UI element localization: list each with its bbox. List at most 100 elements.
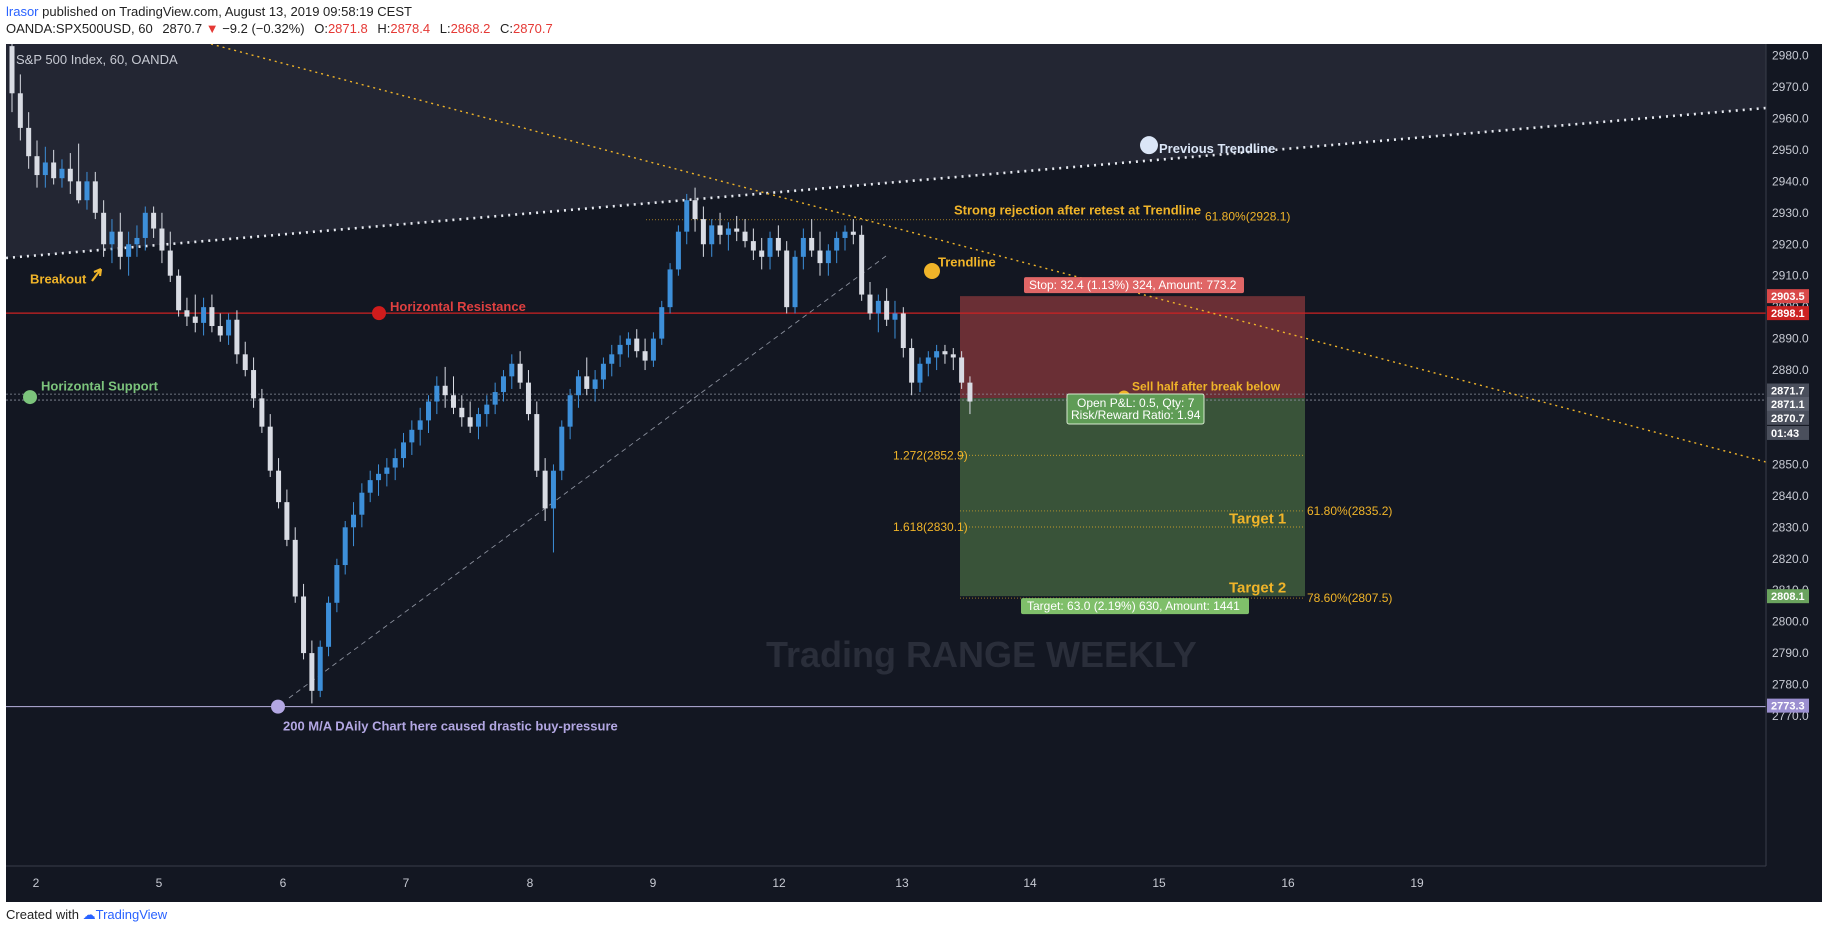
price-tag-box — [1767, 589, 1809, 604]
candle-body — [525, 382, 531, 415]
bullish-candle — [767, 231, 773, 270]
candle-body — [592, 379, 598, 389]
candle-body — [892, 313, 898, 320]
bearish-candle — [101, 200, 107, 257]
time-tick-label: 14 — [1023, 876, 1037, 890]
bearish-candle — [525, 370, 531, 421]
price-tick-label: 2950.0 — [1772, 143, 1809, 157]
candle-body — [884, 300, 890, 320]
candle-body — [392, 458, 398, 468]
ma-marker-dot — [271, 699, 285, 714]
candle-body — [675, 231, 681, 270]
bullish-candle — [126, 231, 132, 276]
price-tick-label: 2800.0 — [1772, 615, 1809, 629]
candle-body — [442, 385, 448, 396]
horizontal-support-label: Horizontal Support — [41, 378, 159, 393]
price-change: −9.2 (−0.32%) — [222, 21, 305, 36]
chart-legend: S&P 500 Index, 60, OANDA — [16, 52, 178, 67]
previous-channel-band — [6, 44, 1766, 258]
symbol-label: OANDA:SPX500USD, 60 — [6, 21, 153, 36]
extension-1272-label: 1.272(2852.9) — [893, 448, 968, 462]
candle-body — [84, 181, 90, 201]
candle-body — [367, 480, 373, 493]
time-tick-label: 6 — [280, 876, 287, 890]
bullish-candle — [334, 558, 340, 613]
bullish-candle — [392, 448, 398, 481]
price-chart[interactable]: Breakout Horizontal Resistance Horizontal … — [5, 24, 1822, 902]
candle-body — [67, 168, 73, 182]
bearish-candle — [309, 640, 315, 704]
candle-body — [584, 376, 590, 389]
candle-body — [351, 514, 357, 528]
candle-body — [459, 407, 465, 418]
bullish-candle — [509, 354, 515, 389]
candle-body — [559, 426, 565, 471]
bearish-candle — [717, 212, 723, 245]
bullish-candle — [834, 231, 840, 264]
strong-rejection-label: Strong rejection after retest at Trendli… — [954, 202, 1201, 217]
candle-body — [34, 156, 40, 176]
bullish-candle — [917, 357, 923, 393]
candle-body — [234, 319, 240, 355]
ma-note-label: 200 M/A DAily Chart here caused drastic … — [283, 719, 618, 734]
published-text: published on TradingView.com, August 13,… — [42, 4, 412, 19]
candle-body — [484, 404, 490, 415]
candle-body — [667, 269, 673, 308]
author-link[interactable]: lrasor — [6, 4, 39, 19]
ohlc-readout: OANDA:SPX500USD, 60 2870.7 ▼ −9.2 (−0.32… — [6, 21, 553, 36]
bearish-candle — [292, 527, 298, 603]
pnl-box — [1066, 393, 1205, 425]
bullish-candle — [109, 219, 115, 264]
last-price: 2870.7 — [162, 21, 203, 36]
tradingview-brand[interactable]: TradingView — [95, 907, 168, 922]
candle-body — [126, 244, 132, 257]
candle-body — [834, 237, 840, 251]
candle-body — [401, 442, 407, 459]
candle-body — [142, 212, 148, 238]
chart-area[interactable]: Breakout Horizontal Resistance Horizontal … — [5, 24, 1822, 907]
bullish-candle — [609, 344, 615, 377]
candle-body — [201, 307, 207, 323]
time-tick-label: 12 — [772, 876, 786, 890]
price-tick-label: 2980.0 — [1772, 49, 1809, 63]
bearish-candle — [442, 366, 448, 408]
candle-body — [217, 326, 223, 336]
price-axis-background — [1766, 44, 1822, 902]
candle-body — [159, 228, 165, 251]
price-tick-label: 2940.0 — [1772, 174, 1809, 188]
bullish-candle — [492, 382, 498, 415]
stop-label-box — [1024, 277, 1244, 294]
candle-body — [276, 470, 282, 503]
candle-body — [759, 250, 765, 257]
price-tag-label: 2870.7 — [1771, 413, 1805, 425]
price-tag-label: 2871.7 — [1771, 385, 1805, 397]
bullish-candle — [342, 521, 348, 575]
time-tick-label: 9 — [650, 876, 657, 890]
bearish-candle — [51, 149, 57, 185]
price-tag-box — [1767, 397, 1809, 412]
candle-body — [942, 351, 948, 355]
sell-half-label: Sell half after break below — [1132, 379, 1281, 393]
bullish-candle — [351, 502, 357, 547]
close-value: 2870.7 — [512, 21, 553, 36]
stop-label: Stop: 32.4 (1.13%) 324, Amount: 773.2 — [1029, 278, 1237, 292]
bearish-candle — [26, 112, 32, 169]
bearish-candle — [884, 288, 890, 327]
bearish-candle — [534, 401, 540, 477]
horizontal-resistance-label: Horizontal Resistance — [390, 299, 526, 314]
candle-body — [334, 565, 340, 603]
price-tag-label: 2903.5 — [1771, 291, 1805, 303]
target-zone — [960, 398, 1305, 597]
price-tick-label: 2840.0 — [1772, 489, 1809, 503]
time-tick-label: 16 — [1281, 876, 1295, 890]
candle-body — [692, 200, 698, 220]
bearish-candle — [276, 458, 282, 509]
bearish-candle — [867, 281, 873, 320]
candle-body — [842, 231, 848, 238]
candle-body — [226, 319, 232, 336]
candle-body — [567, 395, 573, 427]
time-tick-label: 7 — [403, 876, 410, 890]
candle-body — [734, 228, 740, 232]
price-tag-box — [1767, 425, 1809, 440]
candle-body — [534, 414, 540, 471]
